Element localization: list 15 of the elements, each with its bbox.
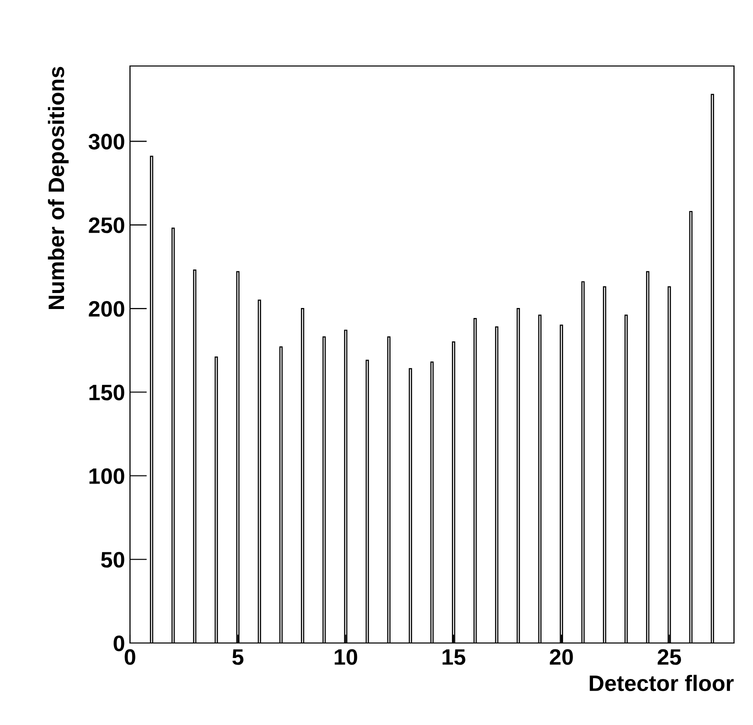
- x-tick-label: 20: [550, 649, 573, 665]
- y-tick-label: 50: [101, 552, 124, 568]
- x-tick-label: 5: [232, 649, 244, 665]
- y-tick-label: 250: [88, 217, 124, 234]
- x-tick-label: 15: [442, 649, 466, 665]
- y-axis-title: Number of Depositions: [48, 66, 69, 309]
- y-tick-label: 200: [88, 301, 124, 317]
- y-tick-label: 300: [88, 134, 124, 150]
- y-tick-label: 100: [89, 468, 124, 484]
- y-tick-label: 0: [114, 636, 124, 652]
- y-tick-label: 150: [89, 384, 124, 400]
- x-tick-label: 0: [124, 649, 136, 665]
- x-tick-label: 10: [334, 649, 358, 665]
- x-axis-title: Detector floor: [590, 674, 734, 692]
- x-tick-label: 25: [658, 649, 682, 665]
